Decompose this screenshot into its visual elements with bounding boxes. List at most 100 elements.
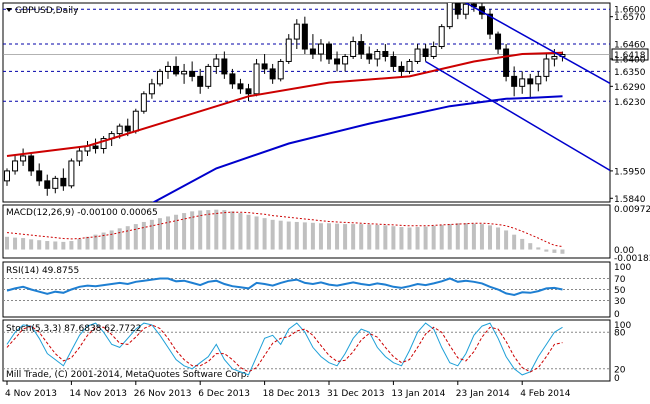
pane-frame-rsi xyxy=(2,261,611,318)
macd-histogram-bar xyxy=(238,213,243,250)
macd-histogram-bar xyxy=(423,226,428,250)
bull-candle xyxy=(12,160,19,172)
price-level-box xyxy=(612,65,648,77)
macd-group xyxy=(5,209,565,254)
bear-candle xyxy=(173,65,180,75)
chart-title: GBPUSD,Daily xyxy=(15,6,79,16)
bull-candle xyxy=(205,65,212,87)
bull-candle xyxy=(4,170,10,182)
bear-candle xyxy=(261,63,268,70)
macd-histogram-bar xyxy=(455,223,460,250)
bull-candle xyxy=(406,60,413,72)
macd-histogram-bar xyxy=(375,224,380,250)
bull-candle xyxy=(140,93,147,112)
macd-histogram-bar xyxy=(262,218,267,250)
price-level-box xyxy=(611,48,649,61)
macd-histogram-bar xyxy=(77,238,82,250)
bull-candle xyxy=(535,75,542,85)
macd-histogram-bar xyxy=(504,230,509,250)
bear-candle xyxy=(503,48,510,77)
macd-histogram-bar xyxy=(93,234,98,250)
bull-candle xyxy=(414,48,421,62)
bear-candle xyxy=(454,3,461,15)
bull-candle xyxy=(148,83,155,95)
bear-candle xyxy=(487,13,493,35)
stoch-tick-label: 0 xyxy=(614,374,620,384)
macd-tick-label: 0.00 xyxy=(614,246,634,256)
macd-signal-line xyxy=(6,211,563,248)
macd-histogram-bar xyxy=(359,224,364,250)
x-axis-label: 14 Nov 2013 xyxy=(69,389,127,399)
bull-candle xyxy=(253,63,260,95)
macd-histogram-bar xyxy=(327,223,331,250)
x-axis-label: 18 Dec 2013 xyxy=(263,389,321,399)
bear-candle xyxy=(422,48,429,57)
macd-histogram-bar xyxy=(391,226,396,250)
stoch-tick-label: 80 xyxy=(614,329,626,339)
bull-candle xyxy=(551,55,558,60)
price-level-label: 1.6460 xyxy=(614,41,646,51)
macd-histogram-bar xyxy=(479,224,484,250)
bull-candle xyxy=(277,60,284,80)
rsi-label: RSI(14) 49.8755 xyxy=(6,266,79,276)
bear-candle xyxy=(60,177,67,187)
macd-histogram-bar xyxy=(536,247,541,250)
macd-histogram-bar xyxy=(286,221,291,250)
macd-histogram-bar xyxy=(37,240,42,250)
price-level-label: 1.6418 xyxy=(614,51,646,61)
price-tick-label: 1.6290 xyxy=(614,83,646,93)
stoch-tick-label: 100 xyxy=(614,321,631,331)
bear-candle xyxy=(124,125,131,132)
rsi-line xyxy=(6,277,563,297)
macd-histogram-bar xyxy=(383,225,388,250)
trend-line xyxy=(425,60,610,172)
rsi-tick-label: 0 xyxy=(614,310,620,320)
x-axis-label: 31 Dec 2013 xyxy=(327,389,385,399)
price-tick-label: 1.5950 xyxy=(614,167,646,177)
macd-histogram-bar xyxy=(21,238,26,250)
price-tick-label: 1.6400 xyxy=(614,55,646,65)
x-axis-label: 26 Nov 2013 xyxy=(134,389,192,399)
price-level-label: 1.6350 xyxy=(614,68,646,78)
price-series-group xyxy=(4,3,610,202)
macd-histogram-bar xyxy=(560,249,565,254)
macd-tick-label: 0.00972 xyxy=(614,205,650,215)
bear-candle xyxy=(334,58,341,65)
macd-histogram-bar xyxy=(302,222,307,250)
bull-candle xyxy=(350,41,357,57)
title-arrow-icon xyxy=(6,8,12,12)
bull-candle xyxy=(446,3,453,28)
bear-candle xyxy=(245,88,252,95)
macd-label: MACD(12,26,9) -0.00100 0.00065 xyxy=(6,208,158,218)
bull-candle xyxy=(116,125,123,135)
macd-histogram-bar xyxy=(109,230,114,250)
price-level-box xyxy=(612,3,648,15)
macd-histogram-bar xyxy=(310,222,315,250)
macd-histogram-bar xyxy=(496,227,501,250)
macd-histogram-bar xyxy=(182,213,187,250)
macd-histogram-bar xyxy=(318,223,323,250)
bear-candle xyxy=(301,23,308,50)
macd-histogram-bar xyxy=(166,216,170,250)
bear-candle xyxy=(511,75,518,87)
price-level-label: 1.6600 xyxy=(614,6,646,16)
x-axis-label: 6 Dec 2013 xyxy=(198,389,250,399)
macd-histogram-bar xyxy=(101,232,106,250)
x-axis-label: 4 Nov 2013 xyxy=(5,389,57,399)
macd-histogram-bar xyxy=(214,209,219,250)
macd-histogram-bar xyxy=(488,225,492,250)
macd-histogram-bar xyxy=(294,221,299,250)
bull-candle xyxy=(181,70,188,75)
macd-histogram-bar xyxy=(415,227,420,250)
macd-histogram-bar xyxy=(53,241,58,250)
macd-histogram-bar xyxy=(351,224,356,250)
bear-candle xyxy=(398,65,405,72)
bull-candle xyxy=(462,3,469,15)
bull-candle xyxy=(438,26,445,48)
bear-candle xyxy=(495,33,502,50)
moving-average-red xyxy=(6,51,563,157)
rsi-tick-label: 100 xyxy=(614,263,631,273)
macd-histogram-bar xyxy=(335,223,340,250)
